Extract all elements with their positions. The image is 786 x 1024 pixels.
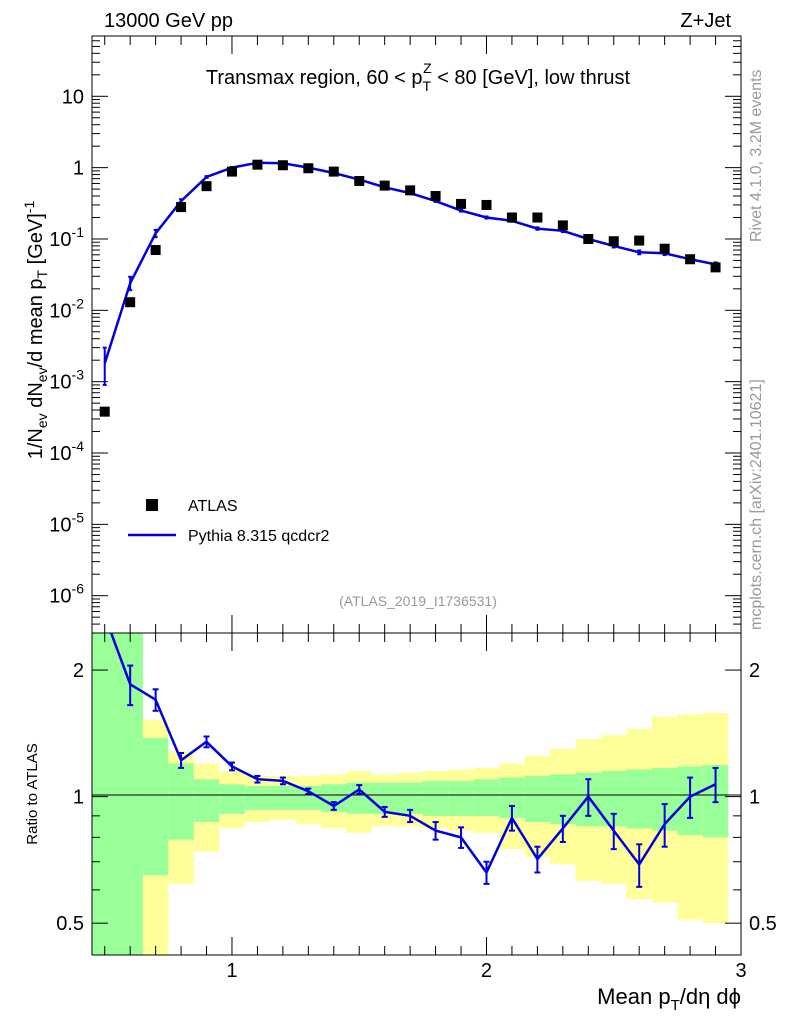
- atlas-data-point: [354, 175, 365, 186]
- atlas-data-point: [252, 159, 263, 170]
- atlas-data-point: [481, 199, 492, 210]
- green-band-segment: [473, 779, 500, 816]
- atlas-data-point: [685, 254, 696, 265]
- side-source-label: mcplots.cern.ch [arXiv:2401.10621]: [748, 379, 765, 630]
- header-process: Z+Jet: [680, 10, 731, 32]
- atlas-data-point: [532, 212, 543, 223]
- atlas-data-point: [201, 181, 212, 192]
- green-band-segment: [193, 779, 220, 823]
- atlas-data-point: [659, 243, 670, 254]
- atlas-data-point: [99, 406, 110, 417]
- atlas-data-point: [226, 166, 237, 177]
- legend-atlas-label: ATLAS: [188, 498, 238, 515]
- atlas-data-point: [430, 191, 441, 202]
- ratio-y-tick-label: 1: [73, 787, 84, 809]
- header-collision: 13000 GeV pp: [104, 10, 233, 32]
- atlas-data-point: [506, 212, 517, 223]
- main-y-tick-label: 10-5: [49, 509, 84, 536]
- main-y-tick-label: 10-1: [49, 224, 84, 251]
- atlas-data-point: [456, 198, 467, 209]
- green-band-segment: [422, 780, 449, 816]
- main-y-tick-label: 10-3: [49, 367, 84, 394]
- uncertainty-bands: [92, 633, 729, 955]
- ratio-x-tick-label: 2: [481, 960, 492, 982]
- atlas-data-point: [277, 160, 288, 171]
- atlas-data-point: [379, 180, 390, 191]
- green-band-segment: [142, 737, 169, 876]
- analysis-id: (ATLAS_2019_I1736531): [339, 593, 497, 609]
- ratio-x-tick-label: 1: [226, 960, 237, 982]
- ratio-y-axis-title: Ratio to ATLAS: [24, 743, 41, 844]
- green-band-segment: [270, 785, 296, 810]
- ratio-line: [109, 633, 719, 888]
- plot-title: Transmax region, 60 < pTZ < 80 [GeV], lo…: [206, 60, 631, 94]
- atlas-data-point: [125, 297, 136, 308]
- green-band-segment: [626, 769, 652, 829]
- atlas-data-point: [634, 235, 645, 246]
- data-points: [99, 159, 721, 417]
- ratio-frame: [91, 632, 742, 956]
- main-y-tick-label: 1: [73, 158, 84, 180]
- ratio-y-tick-label: 0.5: [56, 913, 84, 935]
- legend-atlas-marker: [146, 499, 158, 511]
- ratio-y-tick-label: 2: [73, 660, 84, 682]
- green-band-segment: [397, 782, 423, 814]
- main-y-tick-label: 10-6: [49, 581, 84, 608]
- main-y-tick-label: 10: [62, 86, 84, 108]
- ratio-y-tick-label-right: 0.5: [749, 913, 777, 935]
- atlas-data-point: [150, 245, 161, 256]
- atlas-data-point: [405, 185, 416, 196]
- green-band-segment: [219, 784, 245, 814]
- main-x-ticks: [104, 36, 742, 633]
- ratio-y-tick-label-right: 1: [749, 787, 760, 809]
- main-y-axis-title: 1/Nev dNev/d mean pT [GeV]-1: [21, 201, 50, 460]
- green-band-segment: [448, 780, 474, 816]
- atlas-data-point: [710, 262, 721, 273]
- atlas-data-point: [303, 163, 314, 174]
- mc-line: [102, 161, 718, 386]
- atlas-data-point: [176, 202, 187, 213]
- main-y-tick-label: 10-2: [49, 295, 84, 322]
- atlas-data-point: [557, 220, 568, 231]
- ratio-panel: 0.5 0.5 1 1 2 2 1 2 3 Ratio to ATLAS Mean pT/dη…: [24, 632, 777, 1014]
- main-y-tick-label: 10-4: [49, 438, 84, 465]
- green-band-segment: [92, 633, 118, 955]
- green-band-segment: [244, 785, 271, 810]
- atlas-data-point: [608, 236, 619, 247]
- ratio-x-tick-label: 3: [735, 960, 746, 982]
- atlas-data-point: [328, 166, 339, 177]
- green-band-segment: [295, 785, 322, 810]
- ratio-y-axis: 0.5 0.5 1 1 2 2: [56, 660, 777, 935]
- x-axis-title: Mean pT/dη dϕ: [597, 984, 741, 1014]
- ratio-y-tick-label-right: 2: [749, 660, 760, 682]
- atlas-data-point: [583, 233, 594, 244]
- green-band-segment: [168, 763, 194, 840]
- green-band-segment: [524, 775, 551, 823]
- legend-mc-label: Pythia 8.315 qcdcr2: [188, 528, 330, 545]
- ratio-x-axis: 1 2 3: [104, 633, 747, 982]
- main-panel: 10-6 10-5 10-4 10-3 10-2 10-1 1 10 Transmax reg…: [21, 35, 742, 634]
- main-y-axis: 10-6 10-5 10-4 10-3 10-2 10-1 1 10: [49, 35, 741, 634]
- side-events-label: Rivet 4.1.0, 3.2M events: [748, 69, 765, 242]
